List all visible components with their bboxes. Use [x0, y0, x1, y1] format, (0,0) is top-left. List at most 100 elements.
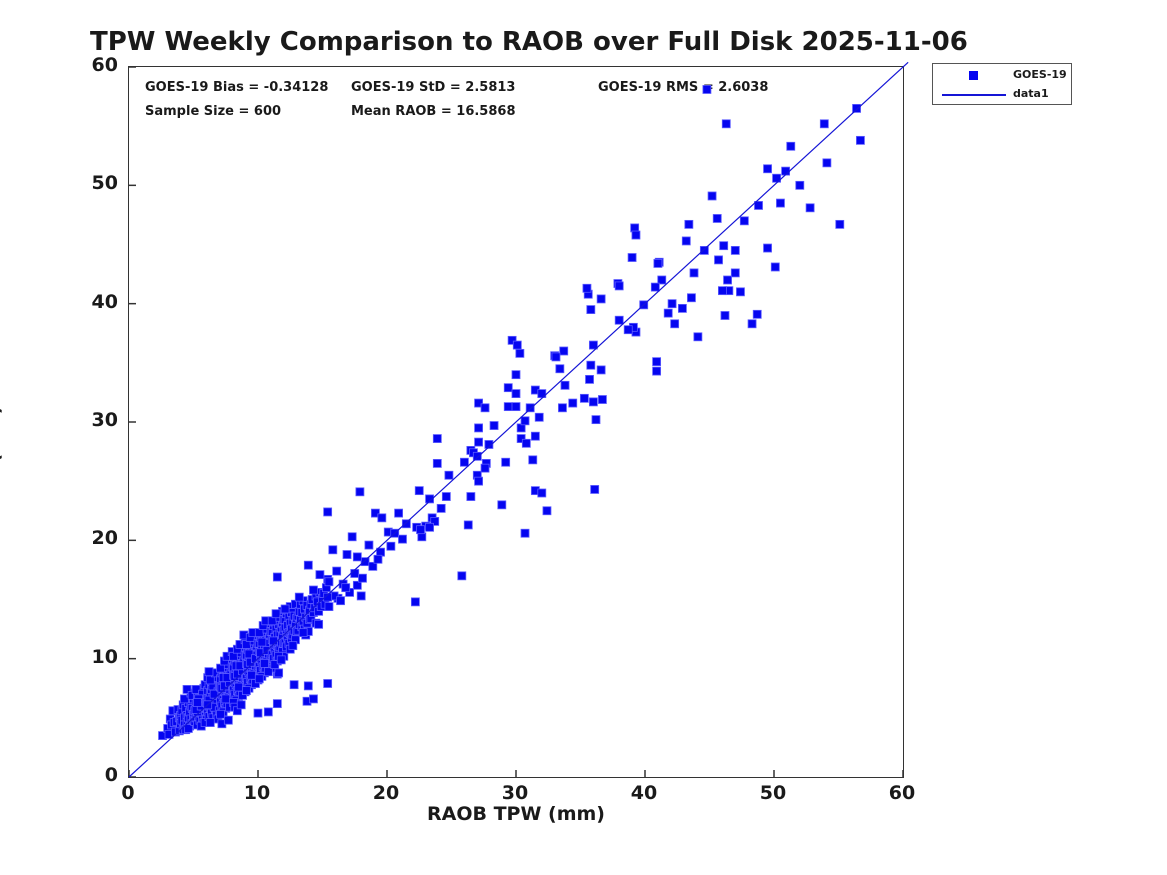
scatter-point: [718, 286, 727, 296]
scatter-point: [707, 191, 717, 201]
scatter-point: [699, 246, 709, 255]
scatter-point: [512, 340, 522, 350]
scatter-point: [358, 573, 367, 583]
scatter-point: [555, 364, 565, 374]
scatter-point: [276, 655, 286, 665]
scatter-point: [558, 403, 567, 413]
scatter-point: [352, 580, 362, 590]
scatter-point: [712, 214, 722, 223]
scatter-point: [730, 246, 740, 255]
scatter-point: [754, 201, 763, 210]
scatter-point: [183, 724, 193, 733]
stat-mean-raob: Mean RAOB = 16.5868: [351, 104, 516, 119]
stat-rms: GOES-19 RMS = 2.6038: [598, 80, 769, 95]
scatter-point: [687, 293, 696, 303]
scatter-point: [236, 700, 246, 710]
scatter-point: [480, 403, 490, 413]
scatter-point: [234, 682, 244, 692]
scatter-point: [472, 451, 482, 461]
scatter-point: [263, 707, 273, 717]
scatter-point: [332, 566, 342, 576]
scatter-point: [410, 597, 420, 607]
line-swatch-icon: [942, 94, 1006, 96]
y-tick-label: 60: [91, 54, 118, 76]
scatter-point: [474, 437, 483, 447]
scatter-point: [401, 519, 411, 529]
scatter-point: [497, 500, 507, 510]
legend: GOES-19 data1: [932, 63, 1072, 105]
scatter-point: [444, 470, 454, 480]
scatter-point: [503, 402, 513, 412]
scatter-point: [590, 485, 600, 494]
scatter-point: [681, 236, 691, 246]
x-tick-label: 0: [121, 782, 135, 804]
scatter-point: [441, 492, 451, 501]
scatter-point: [182, 685, 192, 694]
scatter-point: [386, 541, 396, 551]
scatter-point: [521, 438, 531, 448]
scatter-point: [432, 459, 442, 468]
scatter-point: [216, 709, 225, 719]
scatter-point: [763, 164, 772, 174]
scatter-point: [530, 431, 540, 441]
scatter-point: [559, 346, 569, 356]
scatter-point: [309, 585, 318, 595]
scatter-point: [298, 628, 308, 638]
scatter-point: [678, 303, 687, 313]
scatter-point: [272, 572, 282, 582]
scatter-point: [303, 681, 313, 691]
scatter-point: [591, 415, 601, 425]
scatter-point: [720, 311, 730, 320]
scatter-point: [474, 476, 483, 486]
scatter-point: [416, 525, 425, 535]
scatter-point: [253, 708, 263, 718]
scatter-point: [254, 674, 264, 684]
scatter-point: [534, 412, 544, 422]
scatter-point: [795, 180, 805, 190]
scatter-point: [631, 230, 641, 240]
scatter-point: [480, 463, 490, 473]
scatter-point: [852, 104, 861, 113]
scatter-point: [507, 335, 517, 345]
scatter-point: [670, 319, 680, 329]
scatter-point: [484, 440, 494, 449]
scatter-point: [652, 357, 662, 367]
x-tick-label: 50: [759, 782, 787, 804]
scatter-point: [466, 492, 476, 501]
legend-label-goes19: GOES-19: [1013, 68, 1067, 81]
y-tick-label: 20: [91, 527, 118, 550]
legend-label-data1: data1: [1013, 87, 1049, 100]
scatter-point: [614, 281, 624, 291]
scatter-point: [347, 532, 357, 542]
scatter-point: [463, 520, 473, 530]
scatter-point: [436, 503, 446, 513]
scatter-point: [719, 241, 729, 251]
scatter-point: [714, 255, 723, 265]
legend-entry-goes19: GOES-19: [933, 65, 1071, 85]
scatter-point: [315, 570, 325, 580]
scatter-point: [373, 554, 383, 564]
x-tick-label: 60: [888, 782, 916, 804]
scatter-point: [689, 268, 699, 278]
scatter-point: [328, 545, 338, 555]
scatter-point: [398, 534, 407, 544]
scatter-point: [537, 488, 547, 498]
y-tick-label: 40: [91, 290, 118, 313]
scatter-point: [364, 540, 374, 550]
scatter-point: [730, 268, 740, 278]
scatter-point: [336, 596, 345, 606]
x-tick-label: 10: [243, 782, 271, 804]
scatter-point: [588, 340, 598, 350]
scatter-point: [294, 592, 304, 602]
stat-bias: GOES-19 Bias = -0.34128: [145, 80, 329, 95]
scatter-point: [430, 516, 440, 526]
chart-title: TPW Weekly Comparison to RAOB over Full …: [90, 27, 968, 57]
scatter-point: [560, 380, 570, 390]
scatter-point: [515, 348, 525, 358]
scatter-point: [323, 679, 333, 688]
scatter-point: [289, 680, 299, 690]
scatter-point: [598, 395, 607, 404]
scatter-point: [819, 119, 829, 129]
scatter-point: [221, 694, 231, 704]
scatter-point: [370, 508, 380, 518]
